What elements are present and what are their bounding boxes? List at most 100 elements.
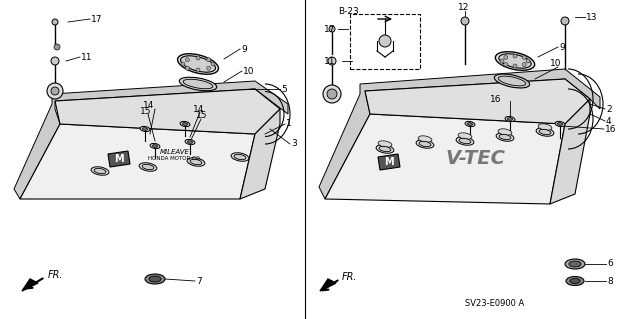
Ellipse shape [569,261,581,267]
Text: 14: 14 [193,105,204,114]
Text: 15: 15 [140,108,152,116]
Circle shape [181,62,185,66]
Text: 8: 8 [607,277,612,286]
Text: 11: 11 [81,53,93,62]
Ellipse shape [536,128,554,136]
Ellipse shape [140,126,150,132]
Circle shape [504,63,508,67]
Circle shape [500,59,504,63]
Circle shape [211,62,215,66]
Circle shape [51,87,59,95]
Text: B-23: B-23 [338,6,359,16]
Ellipse shape [187,158,205,166]
Text: 11: 11 [324,56,335,65]
Ellipse shape [376,145,394,153]
Ellipse shape [566,277,584,286]
Ellipse shape [538,124,552,130]
Ellipse shape [150,143,160,149]
Text: 1: 1 [286,120,292,129]
Circle shape [522,56,526,59]
Ellipse shape [499,54,531,68]
Ellipse shape [505,116,515,122]
Ellipse shape [185,139,195,145]
Polygon shape [240,109,280,199]
Ellipse shape [149,276,161,282]
Text: 16: 16 [605,124,616,133]
Text: 6: 6 [607,259,612,269]
Text: SV23-E0900 A: SV23-E0900 A [465,300,525,308]
Circle shape [513,54,517,58]
Ellipse shape [418,136,432,142]
Text: 17: 17 [91,14,102,24]
Text: 10: 10 [243,66,255,76]
Polygon shape [319,69,600,199]
Ellipse shape [180,122,190,127]
Text: 14: 14 [143,101,154,110]
Circle shape [379,35,391,47]
Ellipse shape [458,133,472,139]
Text: FR.: FR. [342,272,358,282]
Ellipse shape [94,168,106,174]
Circle shape [186,66,189,70]
Circle shape [513,64,517,68]
Ellipse shape [496,133,514,141]
Ellipse shape [143,128,147,130]
Ellipse shape [419,141,431,147]
Circle shape [526,59,530,63]
Ellipse shape [188,141,193,143]
Ellipse shape [498,129,512,135]
Text: 12: 12 [458,3,469,11]
Text: 13: 13 [586,12,598,21]
Ellipse shape [234,154,246,160]
Text: 4: 4 [606,116,612,125]
Ellipse shape [468,123,472,125]
Ellipse shape [557,123,563,125]
Circle shape [51,57,59,65]
Ellipse shape [416,140,434,148]
Text: M: M [384,157,394,167]
Polygon shape [378,154,400,170]
Polygon shape [320,279,336,291]
Ellipse shape [495,52,534,70]
Ellipse shape [378,141,392,147]
Ellipse shape [508,118,513,120]
Circle shape [52,19,58,25]
Text: 10: 10 [550,60,561,69]
Polygon shape [108,151,130,167]
Polygon shape [325,114,565,204]
Text: 15: 15 [196,112,207,121]
Ellipse shape [179,77,217,91]
Text: M: M [114,154,124,164]
Circle shape [54,44,60,50]
Circle shape [504,56,508,59]
Text: 7: 7 [196,277,202,286]
Ellipse shape [145,274,165,284]
Ellipse shape [499,134,511,140]
Circle shape [329,26,335,32]
Ellipse shape [555,122,565,127]
Ellipse shape [177,54,218,74]
Ellipse shape [465,122,475,127]
Ellipse shape [152,145,157,147]
Ellipse shape [91,167,109,175]
Ellipse shape [190,159,202,165]
Ellipse shape [142,164,154,170]
Polygon shape [20,124,255,199]
Circle shape [461,17,469,25]
Circle shape [207,66,211,70]
Text: 9: 9 [241,44,247,54]
Ellipse shape [459,138,471,144]
Circle shape [323,85,341,103]
Circle shape [561,17,569,25]
Text: 17: 17 [324,25,335,33]
Ellipse shape [231,153,249,161]
Ellipse shape [379,146,391,152]
Ellipse shape [456,137,474,145]
Polygon shape [365,79,590,124]
Polygon shape [55,89,280,134]
Ellipse shape [539,129,551,135]
Text: 9: 9 [559,42,564,51]
Ellipse shape [182,123,188,125]
Circle shape [196,68,200,72]
Polygon shape [550,99,590,204]
